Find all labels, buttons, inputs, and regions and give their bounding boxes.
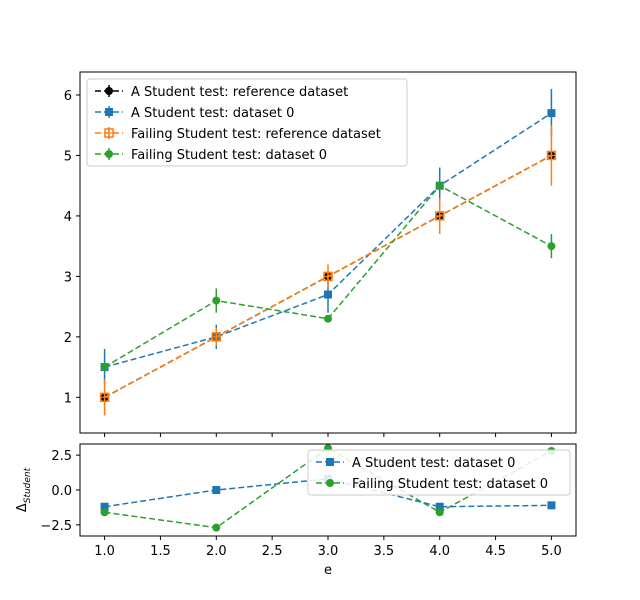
x-tick-label: 2.5 (262, 544, 283, 559)
data-point (100, 502, 109, 511)
y-axis-label-subscript: Student (23, 467, 33, 503)
data-point (99, 392, 110, 403)
legend-label: A Student test: dataset 0 (352, 456, 515, 471)
data-point (547, 109, 556, 118)
x-tick-label: 5.0 (541, 544, 562, 559)
bottom-legend: A Student test: dataset 0 Failing Student… (307, 449, 571, 496)
x-tick-label: 1.5 (150, 544, 171, 559)
x-axis-label: e (324, 563, 332, 578)
legend-marker (326, 479, 334, 487)
y-axis-label: ΔStudent (15, 467, 33, 512)
legend-label: A Student test: dataset 0 (131, 106, 294, 121)
data-point (435, 181, 444, 190)
y-tick-label: 2.5 (51, 449, 72, 464)
x-tick-label: 1.0 (94, 544, 115, 559)
data-point (547, 501, 556, 510)
series-3 (100, 181, 556, 372)
data-point (212, 296, 221, 305)
top-panel: 1 2 3 4 5 6 A Student test: reference dataset… (64, 71, 577, 437)
legend-entry: A Student test: dataset 0 (95, 106, 294, 121)
legend-label: A Student test: reference dataset (131, 85, 348, 100)
y-axis-label-main: Δ (15, 503, 30, 512)
x-tick-label: 3.5 (374, 544, 395, 559)
x-tick-label: 2.0 (206, 544, 227, 559)
data-point (434, 211, 445, 221)
data-point (435, 508, 444, 517)
y-tick-label: 6 (64, 89, 72, 104)
legend-box (86, 78, 408, 167)
y-tick-label: 1 (64, 391, 72, 406)
legend-marker (105, 150, 113, 158)
data-point (212, 486, 221, 494)
legend-entry: Failing Student test: reference dataset (95, 127, 381, 142)
legend-entry: Failing Student test: dataset 0 (95, 148, 327, 163)
data-point (547, 242, 556, 251)
series-2 (99, 125, 557, 416)
legend-label: Failing Student test: dataset 0 (352, 477, 548, 492)
y-tick-label: 4 (64, 210, 72, 225)
legend-marker (326, 458, 334, 466)
data-point (323, 271, 333, 282)
top-x-ticks (104, 433, 552, 437)
legend-entry: Failing Student test: dataset 0 (316, 477, 548, 492)
legend-marker (105, 87, 113, 95)
top-y-ticks: 1 2 3 4 5 6 (64, 89, 80, 406)
data-point (100, 363, 109, 372)
y-tick-label: −2.5 (40, 519, 72, 534)
x-tick-label: 4.0 (429, 544, 450, 559)
legend-label: Failing Student test: dataset 0 (131, 148, 327, 163)
data-point (100, 508, 109, 517)
legend-marker (105, 108, 113, 116)
data-point (435, 502, 444, 511)
legend-entry: A Student test: dataset 0 (316, 456, 515, 471)
series-line (104, 447, 552, 529)
data-point (546, 150, 557, 161)
y-tick-label: 5 (64, 149, 72, 164)
legend-box (307, 449, 571, 496)
top-series-layer (99, 88, 557, 416)
data-point (211, 332, 222, 342)
top-legend: A Student test: reference dataset A Stude… (86, 78, 408, 167)
bottom-x-ticks: 1.0 1.5 2.0 2.5 3.0 3.5 4.0 4.5 5.0 (94, 536, 562, 559)
y-tick-label: 0.0 (51, 484, 72, 499)
legend-marker (104, 128, 114, 138)
legend-entry: A Student test: reference dataset (95, 85, 348, 100)
y-tick-label: 2 (64, 331, 72, 346)
bottom-panel: 1.0 1.5 2.0 2.5 3.0 3.5 4.0 4.5 5.0 −2.5 0.0 2.5 A… (15, 443, 577, 578)
x-tick-label: 3.0 (318, 544, 339, 559)
data-point (212, 523, 221, 532)
bottom-y-ticks: −2.5 0.0 2.5 (40, 449, 80, 534)
x-tick-label: 4.5 (485, 544, 506, 559)
y-tick-label: 3 (64, 270, 72, 285)
data-point (324, 290, 332, 299)
legend-label: Failing Student test: reference dataset (131, 127, 381, 142)
data-point (324, 314, 332, 323)
